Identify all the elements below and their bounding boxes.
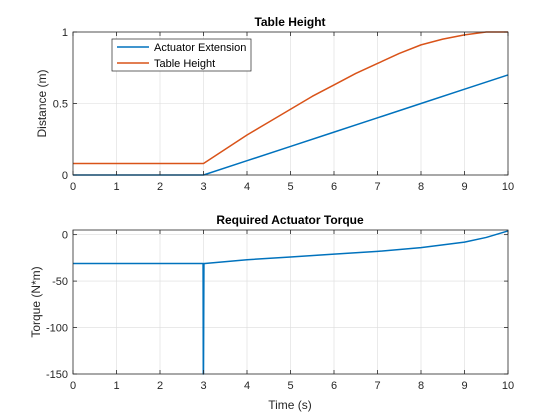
bottom-y-tick-label: -50 [52, 276, 68, 288]
top-x-tick-label: 1 [113, 181, 119, 193]
top-x-tick-label: 9 [461, 181, 467, 193]
bottom-x-tick-label: 6 [331, 380, 337, 392]
bottom-chart: 0 1 2 3 4 5 6 7 8 9 10 0 -50 -100 -150 Required Actuat… [29, 213, 514, 412]
top-ticks: 0 1 2 3 4 5 6 7 8 9 10 0 0.5 1 [53, 27, 514, 193]
legend-label-actuator-extension: Actuator Extension [154, 42, 246, 54]
top-x-tick-label: 4 [244, 181, 250, 193]
bottom-y-tick-label: 0 [62, 230, 68, 242]
bottom-y-tick-label: -150 [46, 369, 68, 381]
legend-label-table-height: Table Height [154, 58, 215, 70]
top-x-tick-label: 7 [374, 181, 380, 193]
top-x-tick-label: 2 [157, 181, 163, 193]
bottom-x-axis-label: Time (s) [268, 398, 312, 412]
bottom-x-tick-label: 10 [502, 380, 514, 392]
bottom-chart-title: Required Actuator Torque [216, 213, 364, 227]
legend-box [111, 38, 252, 72]
top-y-tick-label: 1 [62, 27, 68, 39]
bottom-x-tick-label: 1 [113, 380, 119, 392]
bottom-x-tick-label: 5 [287, 380, 293, 392]
top-x-tick-label: 8 [418, 181, 424, 193]
top-x-tick-label: 5 [287, 181, 293, 193]
top-x-tick-label: 10 [502, 181, 514, 193]
bottom-y-axis-label: Torque (N*m) [29, 266, 43, 337]
top-y-tick-label: 0 [62, 170, 68, 182]
top-series-line-table-height [73, 31, 508, 165]
bottom-ticks: 0 1 2 3 4 5 6 7 8 9 10 0 -50 -100 -150 [46, 230, 514, 392]
bottom-x-tick-label: 0 [70, 380, 76, 392]
bottom-x-tick-label: 9 [461, 380, 467, 392]
top-y-tick-label: 0.5 [53, 99, 68, 111]
top-x-tick-label: 3 [200, 181, 206, 193]
top-x-tick-label: 0 [70, 181, 76, 193]
bottom-x-tick-label: 4 [244, 380, 250, 392]
bottom-x-tick-label: 2 [157, 380, 163, 392]
top-y-axis-label: Distance (m) [35, 69, 49, 137]
top-chart-title: Table Height [254, 15, 325, 29]
bottom-y-tick-label: -100 [46, 323, 68, 335]
bottom-x-tick-label: 7 [374, 380, 380, 392]
bottom-x-tick-label: 3 [200, 380, 206, 392]
bottom-grid [73, 230, 508, 374]
bottom-x-tick-label: 8 [418, 380, 424, 392]
top-chart: 0 1 2 3 4 5 6 7 8 9 10 0 0.5 1 Table Height Distance … [35, 15, 514, 193]
top-x-tick-label: 6 [331, 181, 337, 193]
top-legend: Actuator Extension Table Height [111, 38, 252, 72]
